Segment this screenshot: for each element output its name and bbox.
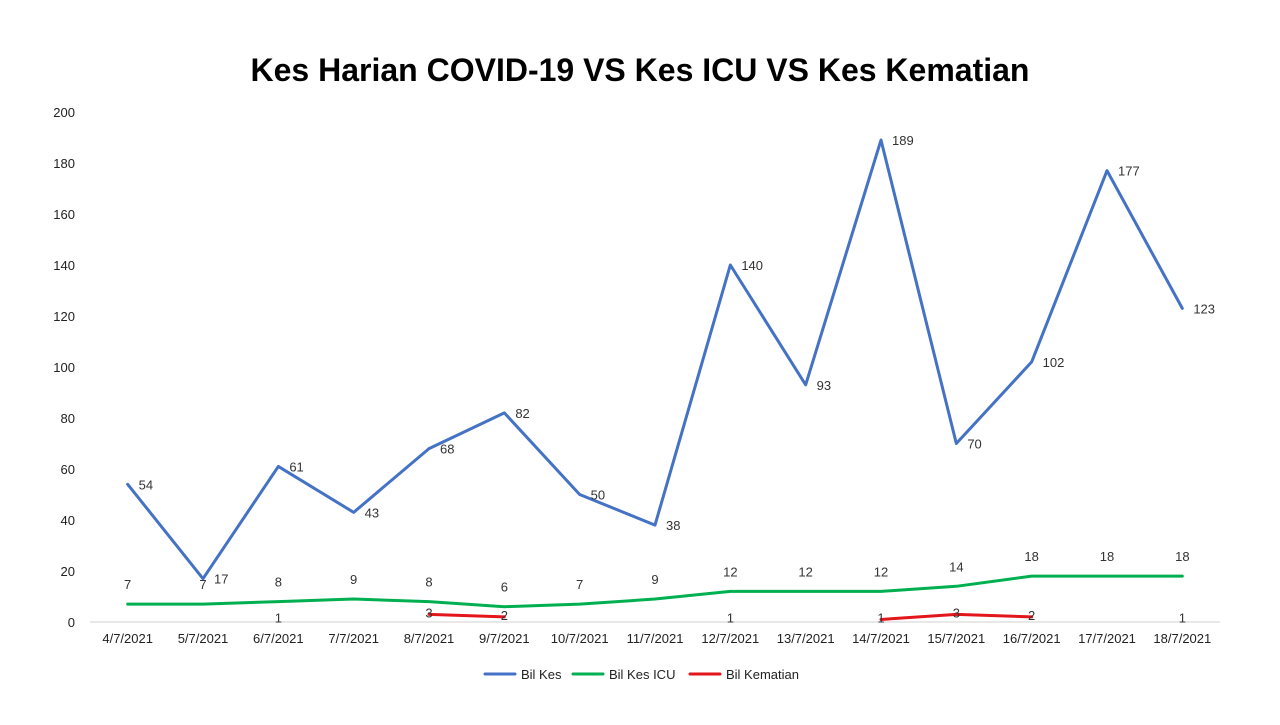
data-label-bil-kes-icu: 6 xyxy=(501,580,508,595)
data-label-bil-kematian: 1 xyxy=(727,610,734,625)
y-tick-label: 80 xyxy=(61,411,75,426)
x-tick-label: 5/7/2021 xyxy=(178,631,229,646)
data-label-bil-kes-icu: 7 xyxy=(199,577,206,592)
data-label-bil-kes: 38 xyxy=(666,518,680,533)
y-tick-label: 160 xyxy=(53,207,75,222)
data-label-bil-kematian: 1 xyxy=(1179,610,1186,625)
chart-title: Kes Harian COVID-19 VS Kes ICU VS Kes Ke… xyxy=(250,52,1030,88)
series-line-2 xyxy=(427,612,506,619)
x-tick-label: 4/7/2021 xyxy=(102,631,153,646)
x-tick-label: 7/7/2021 xyxy=(328,631,379,646)
y-tick-label: 120 xyxy=(53,309,75,324)
data-label-bil-kes: 102 xyxy=(1043,355,1065,370)
data-label-bil-kes-icu: 18 xyxy=(1100,549,1114,564)
data-label-bil-kes: 68 xyxy=(440,442,454,457)
data-label-bil-kes-icu: 8 xyxy=(425,575,432,590)
x-tick-label: 13/7/2021 xyxy=(777,631,835,646)
y-tick-label: 0 xyxy=(68,615,75,630)
data-label-bil-kes-icu: 7 xyxy=(576,577,583,592)
data-label-bil-kes: 140 xyxy=(741,258,763,273)
data-label-bil-kes: 61 xyxy=(289,459,303,474)
legend-label-1: Bil Kes ICU xyxy=(609,667,675,682)
data-label-bil-kematian: 1 xyxy=(877,610,884,625)
data-label-bil-kes: 82 xyxy=(515,406,529,421)
data-label-bil-kes-icu: 8 xyxy=(275,575,282,590)
y-tick-label: 140 xyxy=(53,258,75,273)
data-label-bil-kematian: 2 xyxy=(1028,608,1035,623)
data-label-bil-kematian: 3 xyxy=(425,605,432,620)
x-tick-label: 9/7/2021 xyxy=(479,631,530,646)
x-tick-label: 17/7/2021 xyxy=(1078,631,1136,646)
y-tick-label: 60 xyxy=(61,462,75,477)
x-tick-label: 14/7/2021 xyxy=(852,631,910,646)
data-label-bil-kes-icu: 12 xyxy=(798,564,812,579)
data-label-bil-kes: 43 xyxy=(365,505,379,520)
data-label-bil-kes-icu: 9 xyxy=(350,572,357,587)
data-label-bil-kes: 177 xyxy=(1118,164,1140,179)
series-line-2 xyxy=(879,612,1034,621)
data-label-bil-kes: 70 xyxy=(967,437,981,452)
x-tick-label: 15/7/2021 xyxy=(927,631,985,646)
legend-label-2: Bil Kematian xyxy=(726,667,799,682)
x-tick-label: 18/7/2021 xyxy=(1153,631,1211,646)
x-tick-label: 12/7/2021 xyxy=(701,631,759,646)
data-label-bil-kes: 17 xyxy=(214,572,228,587)
data-label-bil-kematian: 2 xyxy=(501,608,508,623)
data-label-bil-kematian: 3 xyxy=(953,605,960,620)
data-label-bil-kes-icu: 12 xyxy=(874,564,888,579)
series-line-1 xyxy=(126,574,1184,609)
legend-label-0: Bil Kes xyxy=(521,667,562,682)
data-label-bil-kes-icu: 7 xyxy=(124,577,131,592)
data-label-bil-kes-icu: 18 xyxy=(1175,549,1189,564)
data-label-bil-kes: 123 xyxy=(1193,301,1215,316)
y-tick-label: 40 xyxy=(61,513,75,528)
data-label-bil-kes: 93 xyxy=(817,378,831,393)
series-line-0 xyxy=(126,138,1184,581)
y-tick-label: 20 xyxy=(61,564,75,579)
data-label-bil-kes-icu: 18 xyxy=(1024,549,1038,564)
x-tick-label: 10/7/2021 xyxy=(551,631,609,646)
data-label-bil-kes-icu: 14 xyxy=(949,559,963,574)
x-tick-label: 6/7/2021 xyxy=(253,631,304,646)
data-label-bil-kes-icu: 9 xyxy=(651,572,658,587)
y-tick-label: 100 xyxy=(53,360,75,375)
data-label-bil-kes-icu: 12 xyxy=(723,564,737,579)
y-tick-label: 200 xyxy=(53,105,75,120)
data-label-bil-kematian: 1 xyxy=(275,610,282,625)
x-tick-label: 8/7/2021 xyxy=(404,631,455,646)
x-tick-label: 11/7/2021 xyxy=(627,631,684,646)
legend: Bil Kes Bil Kes ICU Bil Kematian xyxy=(483,667,799,682)
y-tick-label: 180 xyxy=(53,156,75,171)
x-tick-label: 16/7/2021 xyxy=(1003,631,1061,646)
series-layer xyxy=(126,138,1184,621)
data-label-bil-kes: 54 xyxy=(139,477,153,492)
data-label-bil-kes: 50 xyxy=(591,488,605,503)
data-label-bil-kes: 189 xyxy=(892,133,914,148)
axis-layer: 0 20 40 60 80 100 120 140 160 180 200 4/7/2021 5/7/2… xyxy=(53,105,1220,646)
